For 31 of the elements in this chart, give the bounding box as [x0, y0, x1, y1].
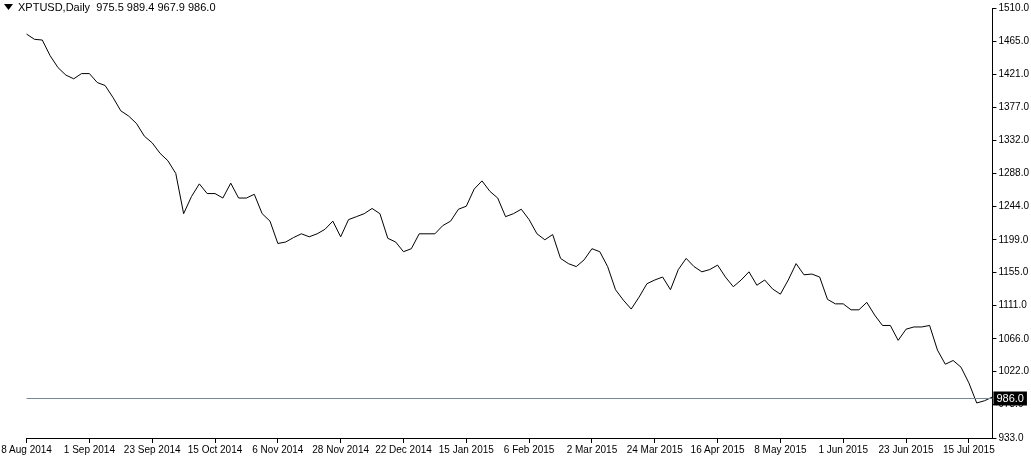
y-tick-label: 1199.0: [998, 233, 1029, 245]
x-tick-label: 22 Dec 2014: [375, 443, 433, 455]
x-tick-label: 16 Apr 2015: [690, 443, 745, 455]
x-tick-label: 2 Mar 2015: [566, 443, 618, 455]
y-tick-label: 1244.0: [998, 199, 1030, 211]
x-tick-label: 28 Nov 2014: [312, 443, 370, 455]
y-tick-label: 1022.0: [998, 365, 1030, 377]
x-tick-label: 24 Mar 2015: [626, 443, 684, 455]
y-tick-label: 1155.0: [998, 266, 1029, 278]
x-tick-label: 6 Nov 2014: [252, 443, 304, 455]
x-tick-label: 15 Jul 2015: [943, 443, 996, 455]
x-tick-label: 23 Jun 2015: [878, 443, 934, 455]
x-tick-label: 1 Sep 2014: [63, 443, 116, 455]
y-tick-label: 1421.0: [998, 68, 1030, 80]
y-tick-label: 1288.0: [998, 167, 1030, 179]
y-tick-label: 1332.0: [998, 134, 1030, 146]
y-tick-label: 1510.0: [998, 1, 1030, 13]
y-tick-label: 1066.0: [998, 332, 1030, 344]
x-tick-label: 8 Aug 2014: [1, 443, 53, 455]
x-tick-label: 23 Sep 2014: [123, 443, 182, 455]
y-tick-label: 1377.0: [998, 100, 1030, 112]
x-tick-label: 1 Jun 2015: [818, 443, 869, 455]
y-tick-label: 933.0: [998, 431, 1024, 443]
x-tick-label: 15 Oct 2014: [187, 443, 243, 455]
chart-title: XPTUSD,Daily 975.5 989.4 967.9 986.0: [18, 1, 216, 13]
x-tick-label: 8 May 2015: [754, 443, 807, 455]
y-tick-label: 1111.0: [998, 299, 1028, 311]
ref-line-label: 986.0: [996, 391, 1024, 404]
x-tick-label: 15 Jan 2015: [438, 443, 495, 455]
y-tick-label: 1465.0: [998, 35, 1030, 47]
x-tick-label: 6 Feb 2015: [503, 443, 555, 455]
